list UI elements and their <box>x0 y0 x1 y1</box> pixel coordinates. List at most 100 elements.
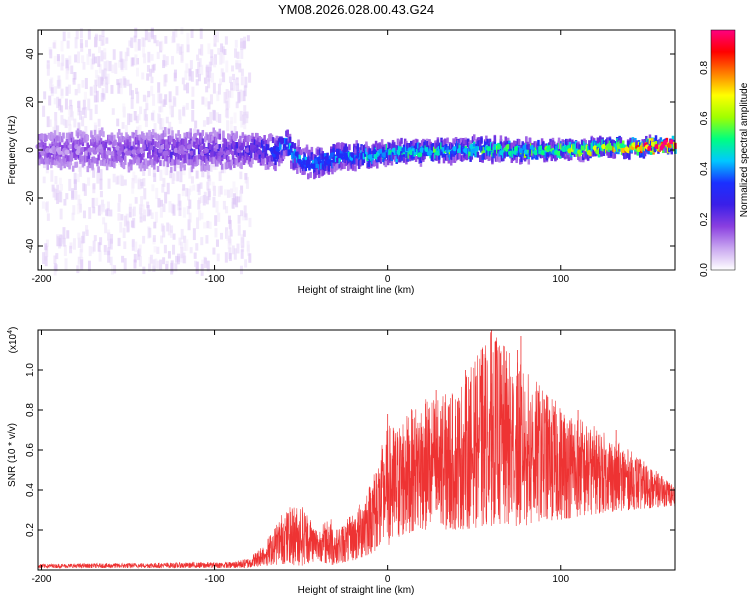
spectrogram-cell <box>399 154 402 161</box>
spectrogram-cell <box>195 170 199 179</box>
spectrogram-cell <box>82 159 86 166</box>
spectrogram-cell <box>213 133 217 140</box>
spectrogram-cell <box>133 111 137 121</box>
spectrogram-cell <box>41 153 45 160</box>
spectrogram-cell <box>161 118 165 129</box>
spectrogram-cell <box>94 35 98 47</box>
spectrogram-cell <box>499 135 503 142</box>
spectrogram-cell <box>96 157 99 164</box>
spectrogram-cell <box>46 64 50 76</box>
spectrogram-cell <box>141 37 145 47</box>
spectrogram-cell <box>53 159 57 166</box>
spectrogram-cell <box>337 142 340 149</box>
spectrogram-cell <box>97 154 100 161</box>
spectrogram-cell <box>223 92 227 104</box>
spectrogram-cell <box>142 151 145 158</box>
spectrogram-cell <box>60 40 64 52</box>
spectrogram-cell <box>362 157 366 164</box>
spectrogram-cell <box>193 128 197 136</box>
snr-y-axis-title: SNR (10 * v/v) <box>7 423 18 487</box>
spectrogram-cell <box>75 30 79 40</box>
spectrogram-cell <box>557 137 561 144</box>
spectrogram-cell <box>150 85 154 96</box>
spectrogram-cell <box>110 84 114 94</box>
spectrogram-cell <box>477 137 481 144</box>
spectrogram-cell <box>525 136 528 143</box>
spectrogram-cell <box>368 150 372 157</box>
spectrogram-cell <box>224 252 228 263</box>
spectrogram-cell <box>93 95 97 103</box>
spectrogram-cell <box>213 36 217 44</box>
spectrogram-cell <box>239 190 243 202</box>
spectrogram-cell <box>443 138 447 145</box>
spectrogram-cell <box>69 245 73 254</box>
spectrogram-cell <box>120 58 124 70</box>
spectrogram-cell <box>70 131 74 138</box>
spectrogram-cell <box>317 171 321 178</box>
spectrogram-cell <box>53 130 57 137</box>
spectrogram-cell <box>180 51 184 61</box>
spectrogram-cell <box>157 82 161 93</box>
spectrogram-cell <box>194 132 197 139</box>
spectrogram-cell <box>49 49 53 59</box>
spectrogram-cell <box>308 164 311 171</box>
spectrogram-cell <box>142 139 145 146</box>
spectrogram-cell <box>160 40 164 51</box>
spectrogram-cell <box>647 148 650 155</box>
spectrogram-cell <box>331 168 334 175</box>
spectrogram-cell <box>206 260 210 272</box>
spectrogram-cell <box>81 107 85 115</box>
spectrogram-cell <box>445 143 448 150</box>
spectrogram-cell <box>130 159 133 166</box>
spectrogram-cell <box>148 263 152 272</box>
spectrogram-cell <box>607 148 610 155</box>
spectrogram-cell <box>142 215 146 222</box>
spectrogram-cell <box>315 163 318 170</box>
spectrogram-cell <box>108 61 112 72</box>
spectrogram-cell <box>279 143 282 150</box>
x-tick-label: -100 <box>205 574 225 585</box>
spectrogram-cell <box>464 139 468 146</box>
snr-line <box>37 332 675 569</box>
spectrogram-cell <box>127 162 131 169</box>
spectrogram-cell <box>143 53 147 64</box>
spectrogram-cell <box>220 163 224 170</box>
spectrogram-cell <box>134 175 138 184</box>
spectrogram-cell <box>105 76 109 85</box>
spectrogram-cell <box>138 255 142 267</box>
spectrogram-cell <box>216 112 220 123</box>
spectrogram-cell <box>153 159 156 166</box>
spectrogram-cell <box>135 87 139 95</box>
spectrogram-cell <box>101 29 105 37</box>
spectrogram-cell <box>201 169 205 178</box>
spectrogram-cell <box>122 163 126 170</box>
spectrogram-cell <box>124 140 127 147</box>
spectrogram-cell <box>122 227 126 238</box>
spectrogram-cell <box>187 219 191 231</box>
spectrogram-cell <box>122 76 126 86</box>
spectrogram-cell <box>179 171 183 183</box>
spectrogram-cell <box>236 51 240 59</box>
spectrogram-cell <box>499 139 503 146</box>
spectrogram-cell <box>222 72 226 83</box>
spectrogram-cell <box>98 134 102 141</box>
spectrogram-cell <box>150 76 154 84</box>
spectrogram-cell <box>240 41 244 50</box>
spectrogram-cell <box>100 92 104 102</box>
spectrogram-cell <box>163 244 167 254</box>
spectrogram-cell <box>114 139 117 146</box>
spectrogram-cell <box>170 155 173 162</box>
spectrogram-cell <box>213 110 217 121</box>
spectrogram-cell <box>232 181 236 192</box>
spectrogram-cell <box>235 60 239 68</box>
spectrogram-cell <box>470 153 474 160</box>
spectrogram-cell <box>402 156 406 163</box>
colorbar-tick-label: 0.2 <box>699 212 710 226</box>
spectrogram-cell <box>205 196 209 205</box>
spectrogram-cell <box>648 134 652 141</box>
spectrogram-cell <box>99 169 103 181</box>
spectrogram-cell <box>491 156 494 163</box>
spectrogram-cell <box>78 166 82 177</box>
spectrogram-cell <box>600 149 603 156</box>
